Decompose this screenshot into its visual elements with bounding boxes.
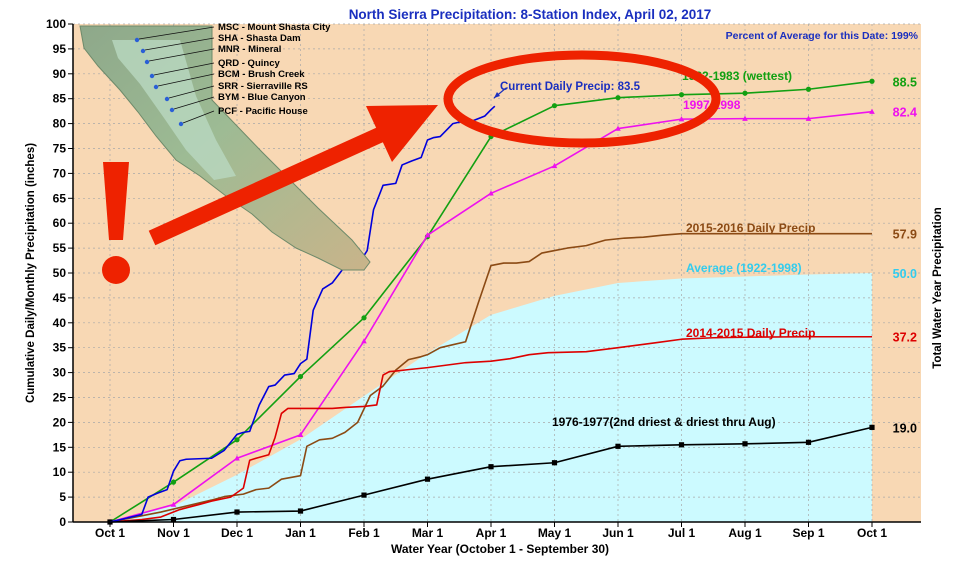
station-marker — [145, 60, 149, 64]
series-total-label: 88.5 — [893, 75, 917, 89]
current-label: Current Daily Precip: 83.5 — [500, 81, 641, 93]
series-point — [298, 508, 303, 513]
x-tick-label: Jun 1 — [602, 526, 634, 540]
right-axis-label: Total Water Year Precipitation — [932, 207, 944, 368]
y-tick-label: 0 — [59, 515, 66, 529]
station-label: QRD - Quincy — [218, 58, 280, 69]
series-total-label: 57.9 — [893, 228, 917, 242]
series-name-label: 2014-2015 Daily Precip — [686, 326, 815, 340]
series-point — [552, 103, 557, 108]
series-total-label: 37.2 — [893, 331, 917, 345]
y-tick-label: 60 — [53, 216, 67, 230]
series-point — [488, 464, 493, 469]
series-point — [425, 477, 430, 482]
x-tick-label: Jan 1 — [285, 526, 316, 540]
average-total-label: 50.0 — [893, 267, 917, 281]
station-marker — [135, 38, 139, 42]
chart-subtitle: Percent of Average for this Date: 199% — [726, 30, 919, 42]
x-tick-label: Oct 1 — [95, 526, 125, 540]
station-marker — [170, 108, 174, 112]
y-tick-label: 5 — [59, 490, 66, 504]
y-tick-label: 40 — [53, 316, 67, 330]
y-tick-label: 75 — [53, 142, 67, 156]
series-total-label: 82.4 — [893, 106, 917, 120]
x-axis-label: Water Year (October 1 - September 30) — [391, 542, 609, 556]
station-label: BYM - Blue Canyon — [218, 92, 306, 103]
x-tick-label: Sep 1 — [792, 526, 824, 540]
series-point — [869, 79, 874, 84]
x-tick-label: Aug 1 — [728, 526, 762, 540]
series-point — [742, 441, 747, 446]
station-label: PCF - Pacific House — [218, 106, 308, 117]
y-tick-label: 90 — [53, 67, 67, 81]
x-tick-label: Feb 1 — [348, 526, 380, 540]
station-marker — [141, 49, 145, 53]
station-marker — [179, 122, 183, 126]
series-point — [298, 374, 303, 379]
x-tick-label: Dec 1 — [221, 526, 253, 540]
x-tick-label: Jul 1 — [668, 526, 696, 540]
y-axis-label: Cumulative Daily/Monthly Precipitation (… — [25, 143, 37, 403]
y-tick-label: 25 — [53, 391, 67, 405]
station-label: SRR - Sierraville RS — [218, 81, 308, 92]
y-tick-label: 50 — [53, 266, 67, 280]
station-marker — [165, 97, 169, 101]
y-tick-label: 35 — [53, 341, 67, 355]
series-point — [552, 460, 557, 465]
average-name-label: Average (1922-1998) — [686, 261, 802, 275]
x-tick-label: Apr 1 — [476, 526, 507, 540]
series-point — [806, 440, 811, 445]
y-tick-label: 55 — [53, 241, 67, 255]
series-name-label: 2015-2016 Daily Precip — [686, 221, 815, 235]
series-point — [615, 444, 620, 449]
x-tick-label: Nov 1 — [157, 526, 190, 540]
series-point — [869, 425, 874, 430]
station-label: BCM - Brush Creek — [218, 69, 305, 80]
x-tick-label: Mar 1 — [412, 526, 444, 540]
station-label: MSC - Mount Shasta City — [218, 22, 331, 33]
series-point — [361, 315, 366, 320]
x-tick-label: May 1 — [538, 526, 572, 540]
station-label: SHA - Shasta Dam — [218, 33, 301, 44]
series-point — [234, 509, 239, 514]
y-tick-label: 95 — [53, 42, 67, 56]
series-name-label: 1976-1977(2nd driest & driest thru Aug) — [552, 415, 776, 429]
series-point — [171, 480, 176, 485]
series-point — [679, 92, 684, 97]
series-point — [679, 442, 684, 447]
series-point — [806, 87, 811, 92]
chart-title: North Sierra Precipitation: 8-Station In… — [349, 7, 712, 22]
y-tick-label: 15 — [53, 440, 67, 454]
series-point — [615, 95, 620, 100]
series-point — [361, 493, 366, 498]
y-tick-label: 65 — [53, 191, 67, 205]
y-tick-label: 100 — [46, 17, 66, 31]
series-point — [234, 437, 239, 442]
x-tick-label: Oct 1 — [857, 526, 887, 540]
station-marker — [150, 74, 154, 78]
station-marker — [154, 85, 158, 89]
y-ticks: 0 5 10 15 20 25 30 35 40 45 50 55 60 65 70 75 80 85 90 95 10… — [46, 17, 73, 529]
y-tick-label: 20 — [53, 415, 67, 429]
series-total-label: 19.0 — [893, 421, 917, 435]
y-tick-label: 10 — [53, 465, 67, 479]
y-tick-label: 70 — [53, 166, 67, 180]
y-tick-label: 30 — [53, 366, 67, 380]
series-point — [742, 91, 747, 96]
x-ticks: Oct 1 Nov 1 Dec 1 Jan 1 Feb 1 Mar 1 Apr 1 May 1… — [95, 522, 887, 540]
station-label: MNR - Mineral — [218, 44, 281, 55]
y-tick-label: 45 — [53, 291, 67, 305]
y-tick-label: 80 — [53, 117, 67, 131]
y-tick-label: 85 — [53, 92, 67, 106]
